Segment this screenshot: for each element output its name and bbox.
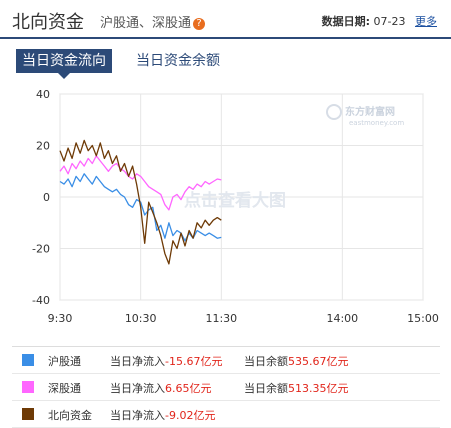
inflow-value-north: -9.02亿元 <box>165 409 216 422</box>
balance-value-sh: 535.67亿元 <box>288 355 349 368</box>
page-title: 北向资金 <box>12 12 84 33</box>
tab-daily-balance[interactable]: 当日资金余额 <box>136 53 220 69</box>
inflow-label-sh: 当日净流入 <box>110 355 165 368</box>
chart-series <box>59 139 222 265</box>
legend-name-north: 北向资金 <box>48 409 92 422</box>
date-value: 07-23 <box>373 15 406 28</box>
watermark-text: 点击查看大图 <box>184 190 286 211</box>
balance-label-sh: 当日余额 <box>244 355 288 368</box>
flow-chart[interactable]: 点击查看大图 东方财富网 eastmoney.com 40 20 0 -20 -40 9… <box>0 82 451 337</box>
x-tick-label: 11:30 <box>205 312 237 325</box>
legend-swatch-sz <box>22 381 34 393</box>
date-area: 数据日期: 07-23 更多 <box>322 13 437 29</box>
inflow-label-sz: 当日净流入 <box>110 382 165 395</box>
legend-balance-sz: 当日余额513.35亿元 <box>244 380 349 396</box>
legend-row-sz: 深股通 当日净流入6.65亿元 当日余额513.35亿元 <box>12 374 440 401</box>
y-tick-label: 0 <box>43 191 50 204</box>
question-icon[interactable]: ? <box>193 18 206 30</box>
legend-balance-sh: 当日余额535.67亿元 <box>244 353 349 369</box>
x-axis-labels: 9:30 10:30 11:30 14:00 15:00 <box>48 312 439 325</box>
series-line-1 <box>59 155 222 211</box>
legend-row-sh: 沪股通 当日净流入-15.67亿元 当日余额535.67亿元 <box>12 347 440 374</box>
date-label: 数据日期: <box>321 15 371 28</box>
header-bar: 北向资金 沪股通、深股通? 数据日期: 07-23 更多 <box>0 0 451 39</box>
legend-table: 沪股通 当日净流入-15.67亿元 当日余额535.67亿元 深股通 当日净流入… <box>12 346 440 428</box>
market-links-label[interactable]: 沪股通、深股通 <box>100 16 192 31</box>
market-links[interactable]: 沪股通、深股通? <box>100 12 206 31</box>
logo-text: 东方财富网 <box>345 105 395 118</box>
chart-grid <box>59 93 424 301</box>
eastmoney-logo: 东方财富网 eastmoney.com <box>326 104 404 127</box>
legend-inflow-sz: 当日净流入6.65亿元 <box>110 380 212 396</box>
legend-inflow-north: 当日净流入-9.02亿元 <box>110 407 215 423</box>
legend-swatch-north <box>22 408 34 420</box>
x-tick-label: 14:00 <box>326 312 358 325</box>
y-tick-label: 40 <box>36 88 50 101</box>
legend-name-sh: 沪股通 <box>48 355 81 368</box>
x-tick-label: 15:00 <box>407 312 439 325</box>
y-tick-label: 20 <box>36 140 50 153</box>
inflow-value-sh: -15.67亿元 <box>165 355 223 368</box>
y-tick-label: -20 <box>32 243 50 256</box>
logo-icon <box>326 104 342 120</box>
inflow-value-sz: 6.65亿元 <box>165 382 212 395</box>
legend-row-north: 北向资金 当日净流入-9.02亿元 <box>12 401 440 428</box>
balance-label-sz: 当日余额 <box>244 382 288 395</box>
logo-subtext: eastmoney.com <box>349 119 404 127</box>
balance-value-sz: 513.35亿元 <box>288 382 349 395</box>
tab-daily-flow[interactable]: 当日资金流向 <box>16 49 112 79</box>
y-tick-label: -40 <box>32 294 50 307</box>
more-link[interactable]: 更多 <box>415 15 437 28</box>
inflow-label-north: 当日净流入 <box>110 409 165 422</box>
y-axis-labels: 40 20 0 -20 -40 <box>32 88 50 307</box>
x-tick-label: 10:30 <box>125 312 157 325</box>
legend-swatch-sh <box>22 354 34 366</box>
legend-name-sz: 深股通 <box>48 382 81 395</box>
series-line-2 <box>59 139 222 265</box>
watermark-group: 点击查看大图 东方财富网 eastmoney.com <box>184 104 404 211</box>
legend-inflow-sh: 当日净流入-15.67亿元 <box>110 353 222 369</box>
x-tick-label: 9:30 <box>48 312 73 325</box>
